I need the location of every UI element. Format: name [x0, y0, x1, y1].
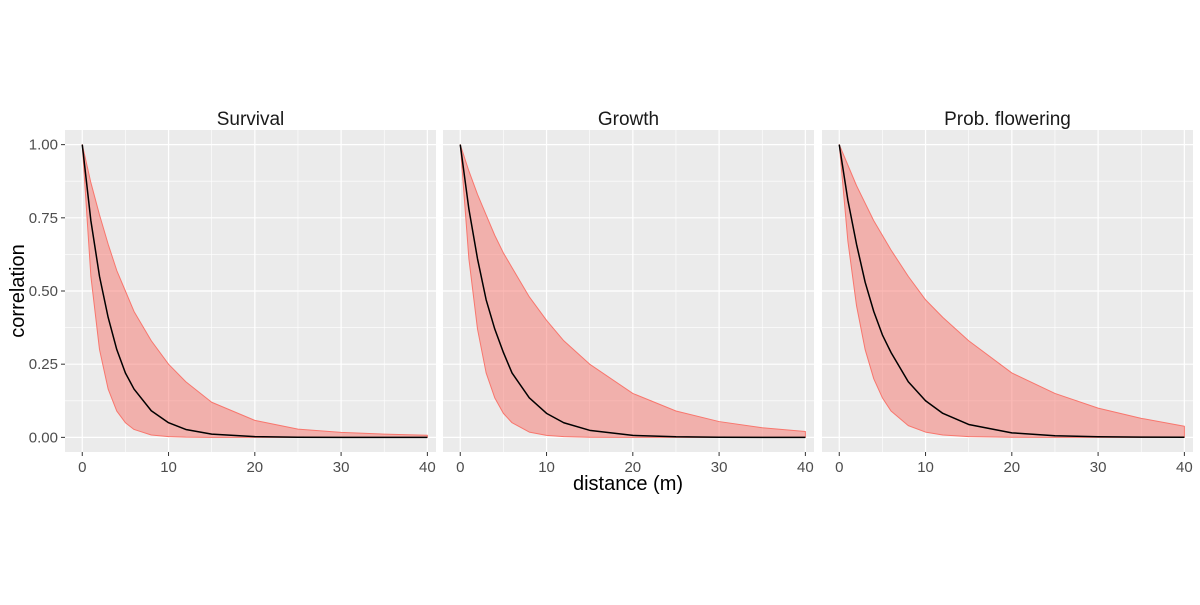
x-tick-label: 30: [711, 459, 728, 476]
x-tick-label: 30: [333, 459, 350, 476]
x-tick-label: 20: [1003, 459, 1020, 476]
x-tick-label: 30: [1090, 459, 1107, 476]
x-tick-label: 0: [456, 459, 464, 476]
x-tick-label: 40: [797, 459, 814, 476]
confidence-ribbon: [459, 144, 806, 438]
x-tick-label: 10: [538, 459, 555, 476]
x-tick-label: 40: [1176, 459, 1193, 476]
x-tick-label: 10: [160, 459, 177, 476]
x-tick-label: 20: [624, 459, 641, 476]
y-axis-title: correlation: [7, 244, 29, 337]
panel-1: Growth 0 10 20 30 40: [443, 109, 814, 476]
confidence-ribbon: [81, 144, 428, 438]
x-tick-label: 20: [246, 459, 263, 476]
panel-title: Growth: [598, 109, 659, 130]
median-line: [81, 144, 428, 439]
y-tick-label: 1.00: [29, 137, 58, 154]
y-tick-label: 0.25: [29, 356, 58, 373]
median-line: [838, 144, 1185, 439]
median-line: [459, 144, 806, 439]
y-tick-label: 0.00: [29, 429, 58, 446]
y-tick-label: 0.50: [29, 283, 58, 300]
x-tick-label: 0: [835, 459, 843, 476]
x-axis-title: distance (m): [573, 473, 683, 495]
panel-2: Prob. flowering 0 10 20 30 40: [822, 109, 1193, 476]
x-tick-label: 0: [78, 459, 86, 476]
x-tick-label: 40: [419, 459, 436, 476]
panel-title: Prob. flowering: [944, 109, 1071, 130]
panel-0: Survival 0 10 20 30 40 0.00 0.25 0.50 0.75 1.00: [29, 109, 436, 476]
x-tick-label: 10: [917, 459, 934, 476]
confidence-ribbon: [838, 144, 1185, 438]
panel-title: Survival: [217, 109, 285, 130]
y-tick-label: 0.75: [29, 210, 58, 227]
